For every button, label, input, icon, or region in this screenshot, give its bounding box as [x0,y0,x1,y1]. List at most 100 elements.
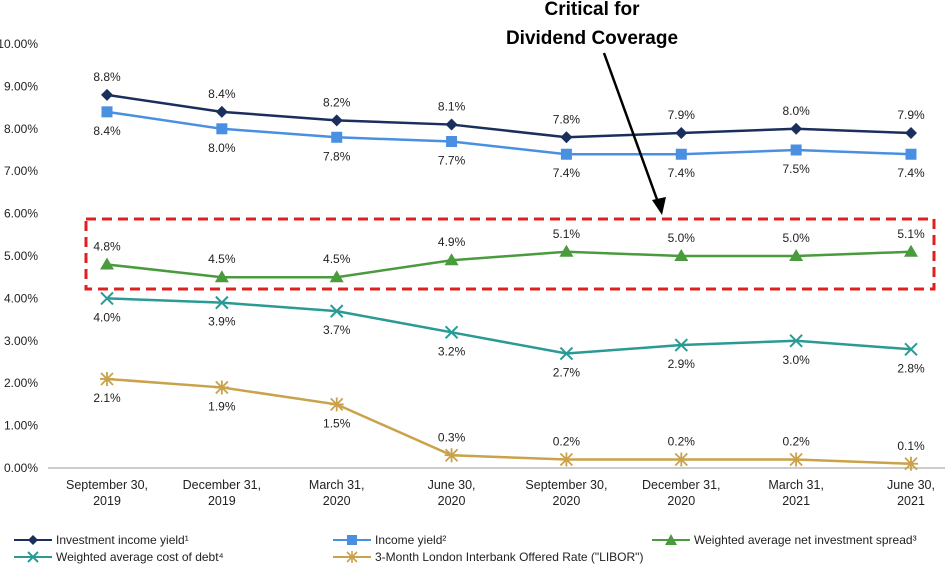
legend-label: Weighted average cost of debt⁴ [56,550,224,564]
legend-item-libor: 3-Month London Interbank Offered Rate ("… [333,550,643,564]
x-tick-label: 2019 [93,494,121,508]
data-label: 8.0% [782,104,810,118]
data-label: 0.3% [438,430,466,444]
data-point [560,148,572,160]
data-label: 8.2% [323,95,351,109]
legend-item-cost-of-debt: Weighted average cost of debt⁴ [14,550,224,564]
data-label: 5.1% [553,227,581,241]
y-tick-label: 5.00% [4,249,38,263]
data-label: 3.9% [208,315,236,329]
y-tick-label: 2.00% [4,376,38,390]
y-tick-label: 0.00% [4,461,38,475]
data-point [675,148,687,160]
data-point [559,452,574,467]
y-tick-label: 6.00% [4,207,38,221]
series-line [106,93,912,139]
x-tick-label: 2021 [897,494,925,508]
data-point [789,334,803,348]
data-point [216,123,228,135]
legend-item-investment-income-yield: Investment income yield¹ [14,533,189,547]
data-label: 5.0% [782,231,810,245]
data-label: 0.2% [553,435,581,449]
data-label: 7.8% [323,149,351,163]
data-point [446,136,458,148]
series-line [106,250,912,279]
x-axis-ticks: September 30, 2019 December 31, 2019 March 3… [66,478,935,508]
data-label: 7.4% [897,166,925,180]
data-label: 8.4% [93,124,121,138]
data-label: 7.9% [897,108,925,122]
x-tick-label: 2020 [553,494,581,508]
y-axis-ticks: 0.00% 1.00% 2.00% 3.00% 4.00% 5.00% 6.00% 7.00%… [0,37,38,475]
data-label: 7.4% [553,166,581,180]
highlight-box [84,217,936,291]
data-label: 3.7% [323,323,351,337]
data-point [331,131,343,143]
y-tick-label: 9.00% [4,79,38,93]
x-tick-label: June 30, [428,478,476,492]
data-point [101,106,113,118]
square-icon [333,535,371,545]
series-lines [106,93,912,466]
y-tick-label: 8.00% [4,122,38,136]
data-point [790,122,803,135]
data-point [559,346,574,361]
data-label: 0.1% [897,439,925,453]
data-point [675,127,688,140]
data-label: 0.2% [668,435,696,449]
data-point [100,257,114,270]
data-point [674,452,689,467]
data-label: 2.9% [668,357,696,371]
data-point [214,270,229,283]
data-label: 4.9% [438,235,466,249]
x-tick-label: September 30, [66,478,148,492]
x-tick-label: December 31, [183,478,262,492]
data-point [329,270,344,283]
data-point [560,131,573,144]
callout-line-1: Critical for [544,0,640,20]
data-point [215,295,229,310]
y-tick-label: 10.00% [0,37,38,51]
data-label: 7.5% [782,162,810,176]
data-point [905,148,917,160]
data-label: 7.4% [668,166,696,180]
legend-label: Weighted average net investment spread³ [694,533,917,547]
data-point [445,118,458,131]
data-label: 4.5% [208,252,236,266]
data-point [330,304,344,318]
x-mark-icon [14,551,52,563]
data-point [905,127,917,140]
x-tick-label: 2020 [323,494,351,508]
legend-item-income-yield: Income yield² [333,533,446,547]
data-label: 5.0% [668,231,696,245]
x-tick-label: June 30, [887,478,935,492]
data-label: 3.0% [782,353,810,367]
x-tick-label: March 31, [309,478,365,492]
series-line [106,110,912,156]
data-label: 5.1% [897,227,925,241]
data-label: 4.8% [93,239,121,253]
diamond-icon [14,535,52,545]
data-label: 1.5% [323,416,351,430]
data-labels: 8.8% 8.4% 8.2% 8.1% 7.8% 7.9% 8.0% 7.9% 8.4% 8.0%… [93,70,925,453]
y-tick-label: 7.00% [4,164,38,178]
data-point [904,342,918,356]
data-point [215,105,228,118]
data-label: 2.8% [897,361,925,375]
data-point [214,380,229,395]
legend-label: 3-Month London Interbank Offered Rate ("… [375,550,644,564]
data-label: 7.7% [438,154,466,168]
data-point [559,244,574,257]
x-tick-label: 2020 [438,494,466,508]
data-point [674,338,688,352]
data-point [330,114,343,127]
data-point [444,448,459,463]
x-tick-label: December 31, [642,478,721,492]
data-point [789,249,804,261]
data-point [674,249,689,261]
data-label: 7.8% [553,112,581,126]
data-label: 8.0% [208,141,236,155]
series-markers [100,88,918,471]
data-label: 8.4% [208,87,236,101]
data-point [789,452,804,467]
